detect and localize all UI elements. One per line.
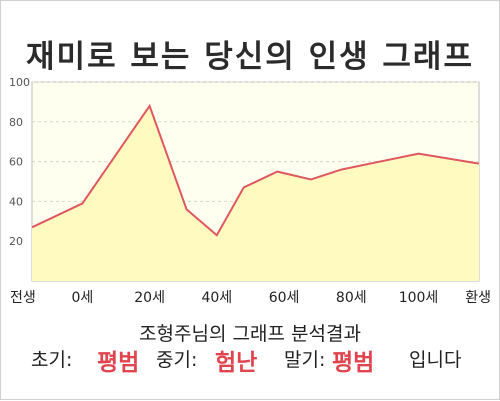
- y-tick-label: 80: [9, 116, 23, 129]
- x-tick-label: 환생: [465, 290, 491, 306]
- page-title: 재미로 보는 당신의 인생 그래프: [26, 39, 474, 75]
- x-axis-ticks: 전생 0세 20세 40세 60세 80세 100세 환생: [10, 290, 491, 306]
- x-tick-label: 100세: [399, 290, 439, 306]
- x-tick-label: 0세: [72, 290, 94, 306]
- y-tick-label: 60: [9, 156, 23, 169]
- y-axis-ticks: 20 40 60 80 100: [9, 76, 30, 248]
- early-value: 평범: [97, 350, 140, 376]
- middle-label: 중기:: [156, 349, 198, 371]
- x-tick-label: 전생: [10, 290, 36, 306]
- late-label: 말기:: [284, 349, 326, 371]
- analysis-summary: 조형주님의 그래프 분석결과: [139, 323, 361, 345]
- y-tick-label: 40: [9, 195, 23, 208]
- y-tick-label: 20: [9, 235, 23, 248]
- x-tick-label: 20세: [134, 290, 165, 306]
- series-line: [31, 103, 480, 237]
- x-tick-label: 40세: [201, 290, 232, 306]
- x-tick-label: 60세: [269, 290, 300, 306]
- early-label: 초기:: [31, 349, 73, 371]
- x-tick-label: 80세: [336, 290, 367, 306]
- result-suffix: 입니다: [409, 349, 462, 371]
- series-area: [32, 105, 479, 282]
- y-tick-label: 100: [9, 76, 30, 89]
- late-value: 평범: [332, 350, 375, 376]
- middle-value: 험난: [215, 350, 258, 376]
